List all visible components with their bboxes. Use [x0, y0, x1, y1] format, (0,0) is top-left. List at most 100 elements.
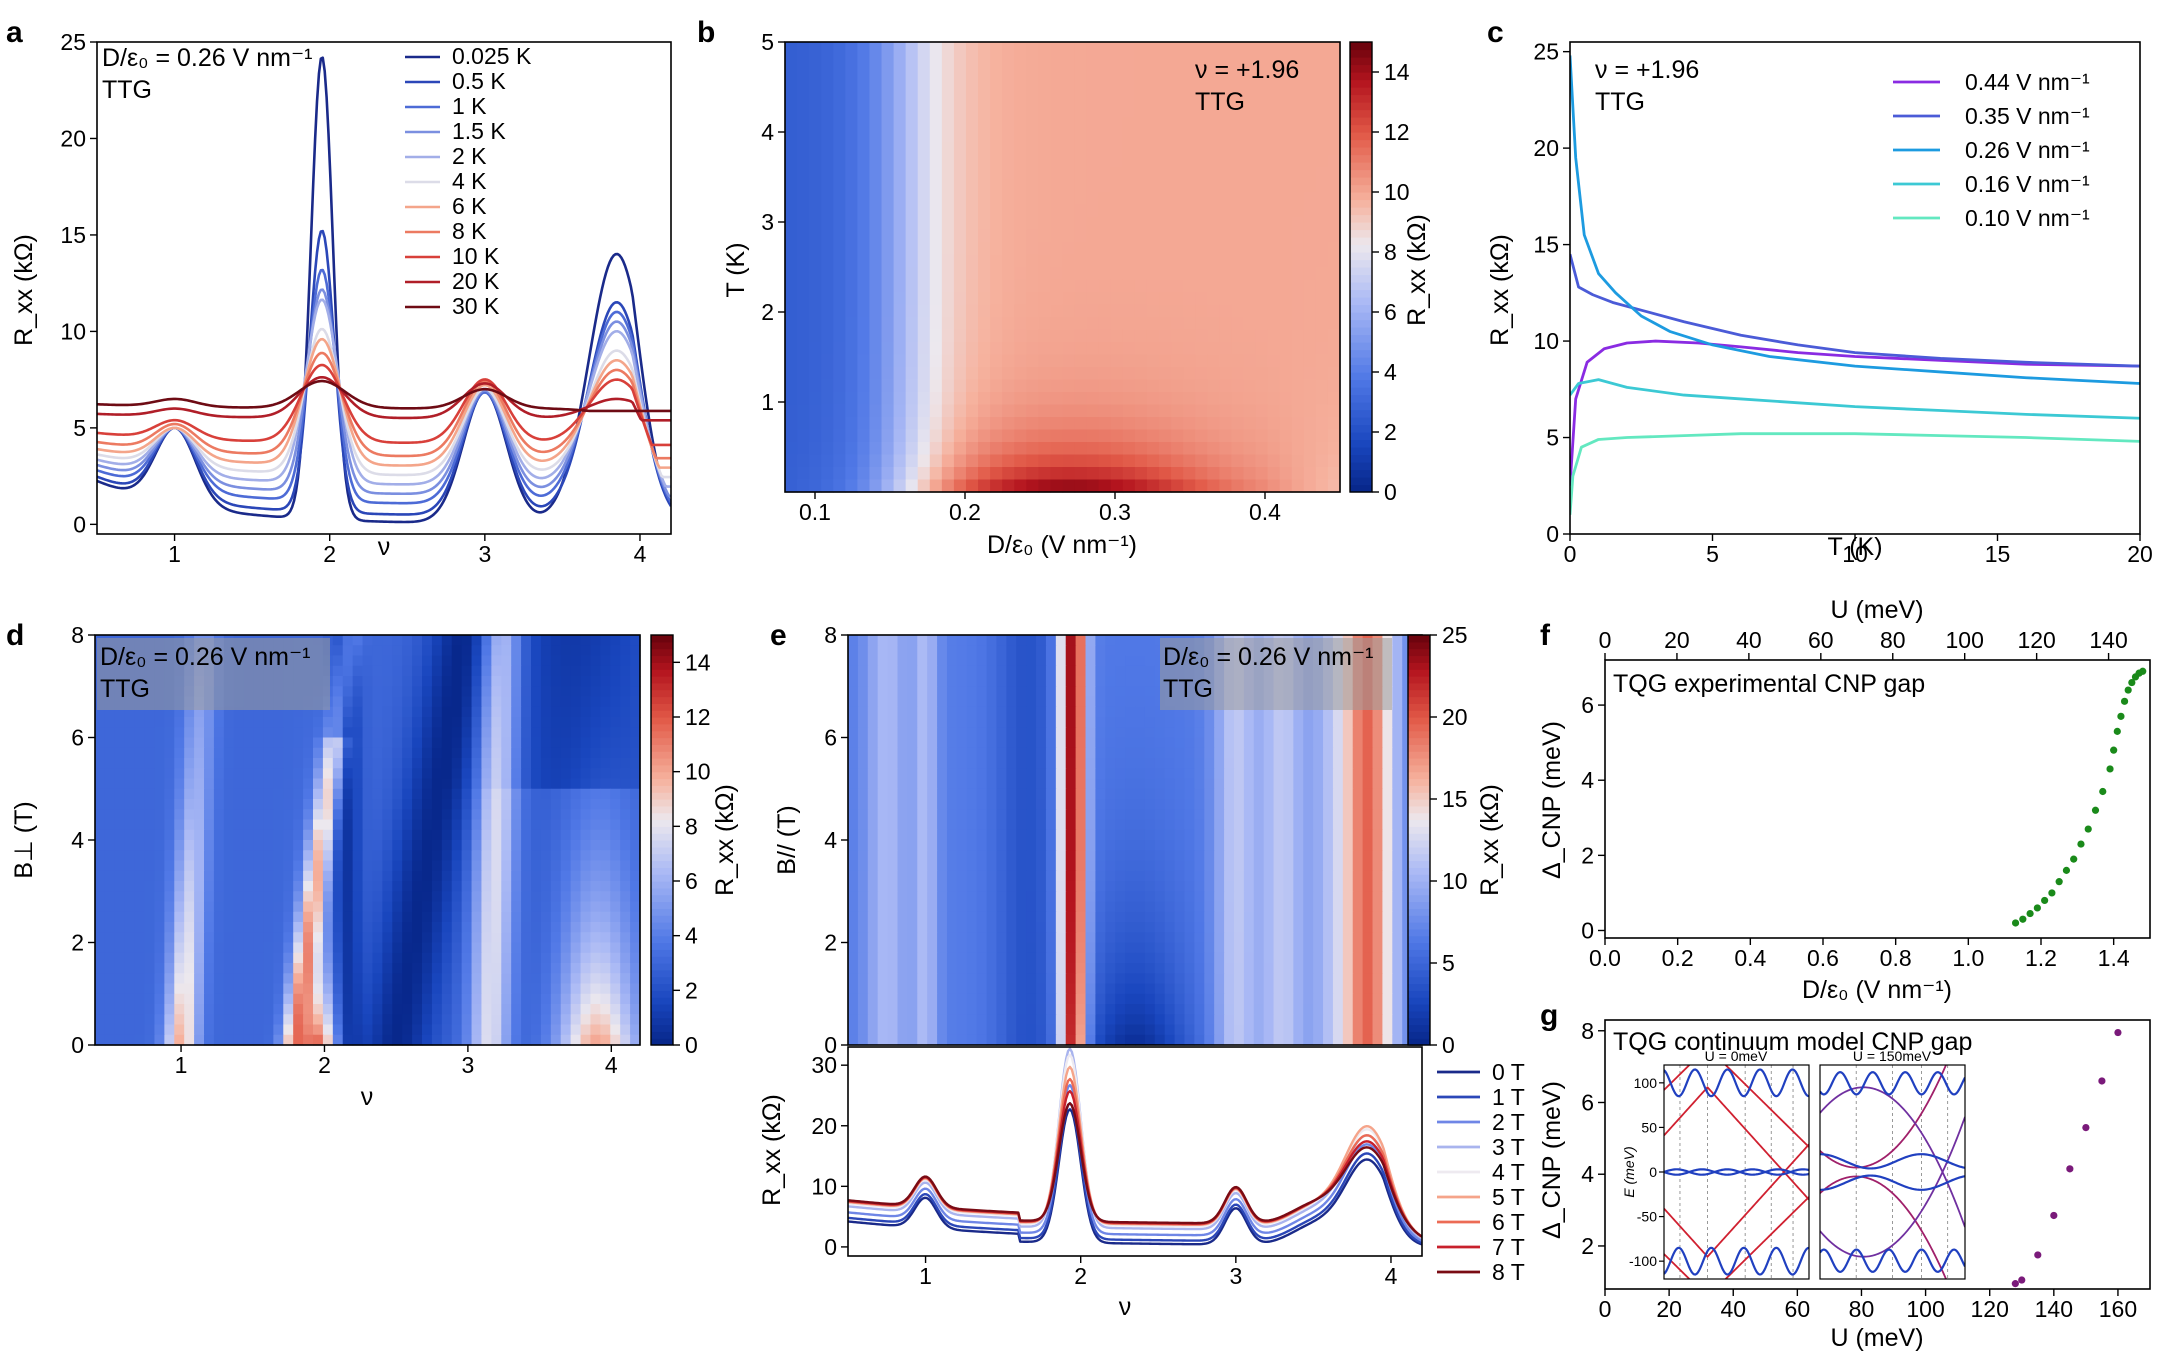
panel-d-heatmap-cell [392, 901, 403, 913]
panel-d-heatmap-cell [95, 881, 106, 892]
panel-d-heatmap-cell [392, 758, 403, 769]
panel-d-heatmap-cell [521, 809, 532, 821]
panel-b-heatmap-cell [1327, 117, 1341, 131]
panel-b-heatmap-cell [809, 254, 822, 268]
panel-d-heatmap-cell [491, 809, 502, 821]
panel-e-heatmap-cell [1065, 758, 1077, 769]
panel-a-y-tick-label: 15 [60, 222, 86, 248]
panel-d-heatmap-cell [194, 747, 205, 759]
panel-b-heatmap-cell [978, 254, 991, 268]
panel-b-heatmap-cell [1231, 279, 1245, 293]
panel-d-heatmap-cell [263, 799, 274, 810]
panel-e-heatmap-cell [1085, 696, 1097, 708]
panel-b-heatmap-cell [821, 342, 834, 356]
panel-b-heatmap-cell [1014, 404, 1027, 418]
panel-b-heatmap-cell [1291, 417, 1305, 431]
panel-d-heatmap-cell [402, 768, 413, 780]
panel-d-ylabel: B⊥ (T) [10, 801, 38, 878]
panel-b-heatmap-cell [1183, 292, 1196, 306]
panel-b-heatmap-cell [1291, 479, 1305, 493]
panel-e-heatmap-cell [1332, 717, 1344, 728]
panel-e-heatmap-cell [966, 758, 978, 769]
panel-e-heatmap-cell [1293, 758, 1304, 769]
panel-d-heatmap-cell [431, 665, 443, 677]
panel-d-heatmap-cell [570, 1034, 582, 1046]
panel-d-heatmap-cell [501, 840, 512, 851]
panel-b-heatmap-cell [953, 229, 967, 243]
panel-e-heatmap-cell [1125, 758, 1136, 769]
panel-d-heatmap-cell [422, 942, 433, 954]
panel-d-heatmap-cell [154, 747, 165, 759]
panel-b-heatmap-cell [1062, 42, 1076, 56]
panel-d-heatmap-cell [540, 665, 552, 677]
panel-d-heatmap-cell [352, 799, 364, 810]
panel-b-heatmap-cell [1279, 267, 1293, 281]
panel-d-heatmap-cell [184, 1004, 195, 1015]
panel-b-heatmap-cell [1134, 467, 1148, 481]
panel-d-heatmap-cell [540, 768, 552, 780]
panel-b-heatmap-cell [953, 129, 967, 143]
panel-b-heatmap-cell [929, 367, 943, 381]
panel-b-heatmap-cell [905, 242, 919, 256]
panel-d-heatmap-cell [481, 706, 492, 718]
panel-b-heatmap-cell [893, 79, 907, 93]
panel-b-heatmap-cell [1255, 354, 1269, 368]
panel-e-heatmap-cell [1144, 727, 1156, 739]
panel-d-heatmap-cell [213, 819, 225, 831]
panel-d-heatmap-cell [382, 952, 393, 964]
panel-d-heatmap-cell [342, 676, 354, 687]
panel-e-heatmap-cell [1214, 747, 1225, 759]
panel-d-heatmap-cell [213, 829, 225, 841]
panel-b-heatmap-cell [1146, 342, 1160, 356]
panel-c-series-0.44-V-nm⁻¹ [1570, 339, 2140, 486]
panel-b-heatmap-cell [1050, 142, 1064, 156]
panel-d-heatmap-cell [550, 747, 562, 759]
panel-d-heatmap-cell [164, 1034, 175, 1046]
legend-label: 30 K [452, 293, 500, 319]
panel-d-heatmap-cell [481, 932, 492, 944]
panel-d-heatmap-cell [174, 963, 185, 974]
panel-d-heatmap-cell [610, 676, 621, 687]
panel-b-heatmap-cell [1110, 317, 1124, 331]
panel-d-heatmap-cell [441, 1004, 453, 1015]
panel-d-colorbar-gradient-cell [651, 805, 673, 814]
panel-d-heatmap-cell [550, 788, 562, 800]
panel-d-heatmap-cell [402, 778, 413, 790]
panel-b-heatmap-cell [869, 304, 883, 318]
panel-b-heatmap-cell [953, 167, 967, 181]
panel-d-heatmap-cell [342, 1004, 354, 1015]
panel-b-heatmap-cell [905, 292, 919, 306]
panel-a-series-8-K [97, 351, 671, 460]
panel-b-heatmap-cell [978, 367, 991, 381]
panel-b-colorbar-gradient-cell [1350, 229, 1372, 238]
panel-d-heatmap-cell [204, 819, 215, 831]
panel-b-heatmap-cell [845, 129, 858, 143]
panel-e-heatmap-cell [1135, 696, 1146, 708]
panel-b-heatmap-cell [1026, 92, 1039, 106]
panel-b-heatmap-cell [893, 142, 907, 156]
panel-d-heatmap-cell [95, 788, 106, 800]
panel-d-heatmap-cell [501, 655, 512, 667]
panel-d-heatmap-cell [332, 901, 344, 913]
panel-d-heatmap-cell [610, 840, 621, 851]
panel-b-heatmap-cell [1086, 454, 1100, 468]
panel-b-heatmap-cell [917, 342, 931, 356]
panel-b-heatmap-cell [1207, 104, 1220, 118]
panel-d-heatmap-cell [610, 706, 621, 718]
panel-d-heatmap-cell [342, 696, 354, 708]
panel-d-heatmap-cell [332, 747, 344, 759]
panel-e-heatmap-cell [1362, 717, 1374, 728]
panel-b-heatmap-cell [917, 204, 931, 218]
panel-d-heatmap-cell [402, 819, 413, 831]
panel-d-heatmap-cell [283, 737, 294, 749]
panel-b-heatmap-cell [1207, 454, 1220, 468]
panel-d-heatmap-cell [332, 1004, 344, 1015]
panel-b-heatmap-cell [965, 392, 979, 406]
panel-d-heatmap-cell [441, 922, 453, 933]
panel-d-heatmap-cell [332, 1034, 344, 1046]
panel-d-heatmap-cell [124, 747, 136, 759]
panel-d-heatmap-cell [441, 1014, 453, 1026]
panel-d-heatmap-cell [223, 993, 235, 1005]
panel-d-heatmap-cell [431, 788, 443, 800]
